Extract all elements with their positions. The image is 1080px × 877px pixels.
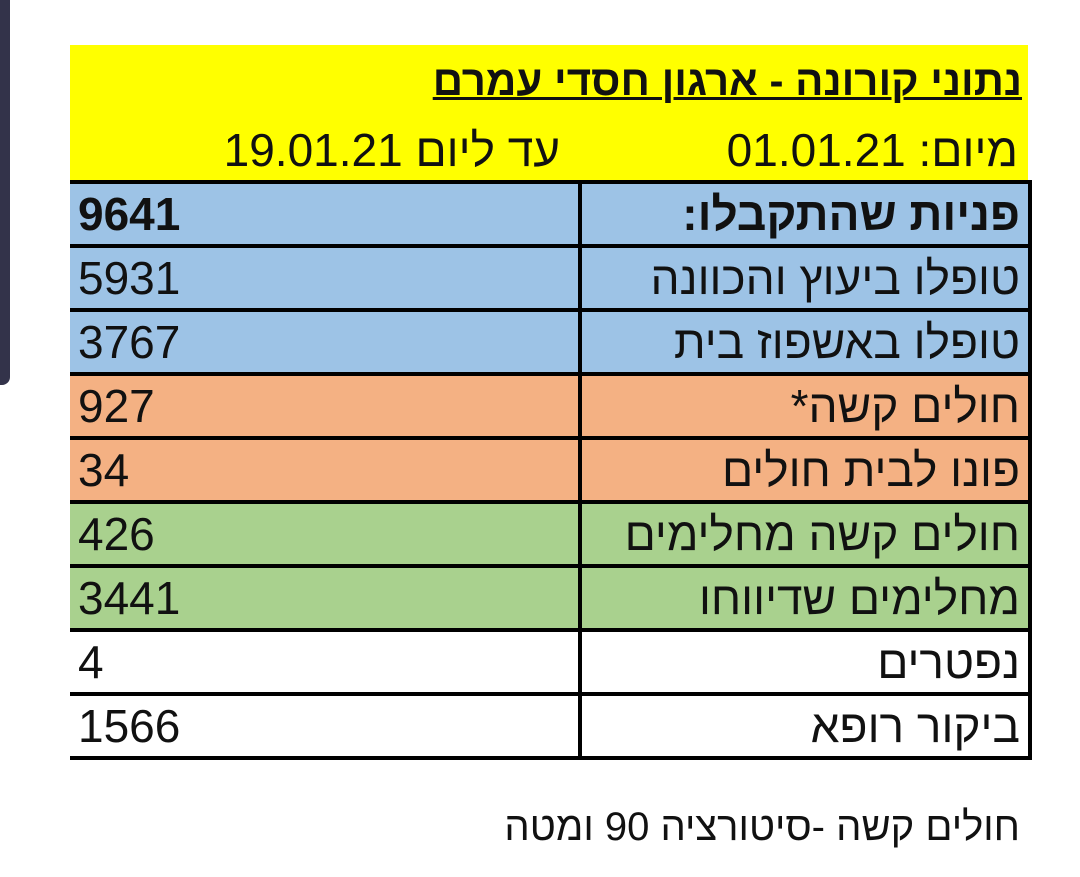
row-value: 927	[70, 372, 582, 440]
page-title: נתוני קורונה - ארגון חסדי עמרם	[432, 57, 1022, 104]
row-label: חולים קשה מחלימים	[578, 500, 1032, 568]
row-value: 1566	[70, 692, 582, 760]
row-value: 5931	[70, 244, 582, 312]
to-date: עד ליום 19.01.21	[223, 124, 560, 176]
row-label: פונו לבית חולים	[578, 436, 1032, 504]
row-label: נפטרים	[578, 628, 1032, 696]
row-value: 3441	[70, 564, 582, 632]
table-row: חולים קשה* 927	[70, 372, 1032, 440]
row-label: פניות שהתקבלו:	[578, 180, 1032, 248]
table-header: נתוני קורונה - ארגון חסדי עמרם מיום: 01.…	[70, 45, 1028, 181]
from-date: מיום: 01.01.21	[726, 124, 1018, 176]
row-label: ביקור רופא	[578, 692, 1032, 760]
table-row: חולים קשה מחלימים 426	[70, 500, 1032, 568]
row-value: 34	[70, 436, 582, 504]
side-panel-edge	[0, 0, 10, 385]
row-label: חולים קשה*	[578, 372, 1032, 440]
table-row: טופלו באשפוז בית 3767	[70, 308, 1032, 376]
row-label: מחלימים שדיווחו	[578, 564, 1032, 632]
table-row: פונו לבית חולים 34	[70, 436, 1032, 504]
footnote: חולים קשה -סיטורציה 90 ומטה	[504, 805, 1020, 849]
row-value: 3767	[70, 308, 582, 376]
row-label: טופלו באשפוז בית	[578, 308, 1032, 376]
stats-table: פניות שהתקבלו: 9641 טופלו ביעוץ והכוונה 59…	[70, 180, 1032, 760]
row-value: 4	[70, 628, 582, 696]
table-row: טופלו ביעוץ והכוונה 5931	[70, 244, 1032, 312]
row-value: 426	[70, 500, 582, 568]
row-value: 9641	[70, 180, 582, 248]
table-row: מחלימים שדיווחו 3441	[70, 564, 1032, 632]
table-row: ביקור רופא 1566	[70, 692, 1032, 760]
row-label: טופלו ביעוץ והכוונה	[578, 244, 1032, 312]
table-row: נפטרים 4	[70, 628, 1032, 696]
table-row: פניות שהתקבלו: 9641	[70, 180, 1032, 248]
